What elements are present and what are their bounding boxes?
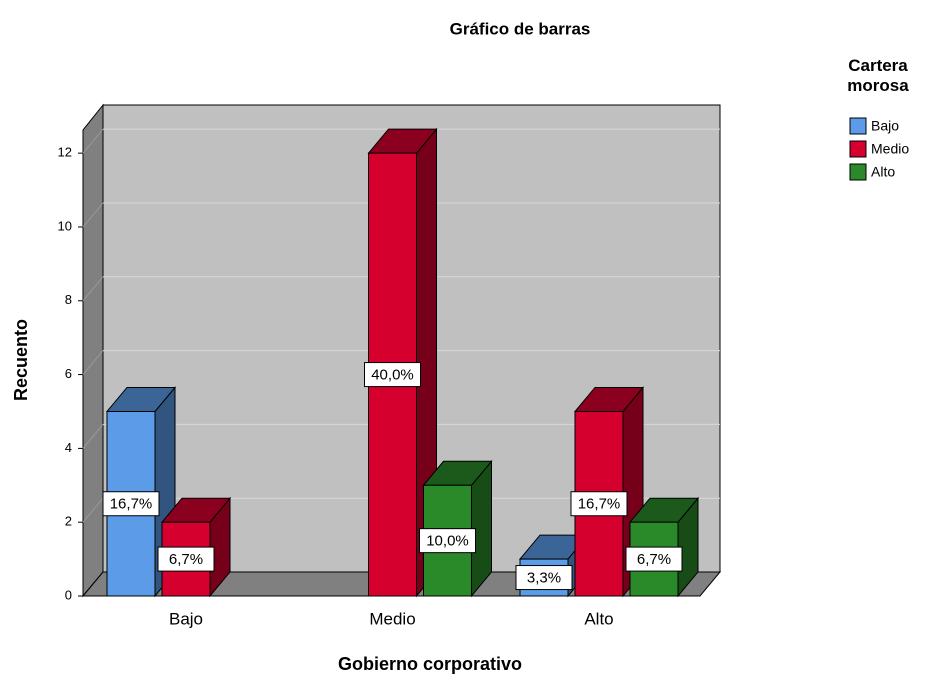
x-tick-label: Bajo — [169, 609, 203, 628]
y-tick-label: 2 — [65, 514, 72, 529]
x-tick-label: Alto — [584, 609, 613, 628]
grid-line — [82, 276, 104, 302]
value-label: 10,0% — [426, 533, 469, 550]
value-label-box — [515, 565, 573, 591]
x-axis-title: Gobierno corporativo — [338, 654, 522, 674]
legend-label: Bajo — [871, 118, 899, 134]
y-tick-label: 10 — [58, 218, 72, 233]
y-tick-label: 0 — [65, 587, 72, 602]
value-label: 6,7% — [637, 551, 671, 568]
value-label-box — [157, 546, 215, 572]
grid-line — [82, 497, 104, 523]
legend-swatch — [849, 140, 867, 158]
x-tick-label: Medio — [369, 609, 415, 628]
legend-label: Medio — [871, 141, 909, 157]
y-tick-label: 4 — [65, 440, 72, 455]
value-label-box — [102, 491, 160, 517]
chart-title: Gráfico de barras — [450, 19, 591, 38]
value-label-box — [570, 491, 628, 517]
legend-swatch — [849, 117, 867, 135]
y-tick-label: 6 — [65, 366, 72, 381]
grid-line — [82, 350, 104, 375]
y-axis-title: Recuento — [11, 319, 31, 401]
side-wall — [82, 103, 104, 598]
value-label: 3,3% — [527, 570, 561, 587]
value-label-box — [419, 528, 476, 554]
grid-line — [82, 424, 104, 449]
y-tick-label: 8 — [65, 292, 72, 307]
grid-line — [82, 202, 104, 228]
legend-title: Cartera morosa — [847, 56, 909, 95]
value-label-box — [625, 546, 683, 572]
legend-label: Alto — [871, 164, 895, 180]
legend-swatch — [849, 163, 867, 181]
grid-line — [82, 128, 104, 154]
value-label: 6,7% — [169, 551, 203, 568]
y-tick-label: 12 — [58, 145, 72, 160]
value-label: 40,0% — [371, 367, 414, 384]
value-label-box — [364, 362, 421, 388]
value-label: 16,7% — [578, 496, 621, 513]
value-label: 16,7% — [110, 496, 153, 513]
